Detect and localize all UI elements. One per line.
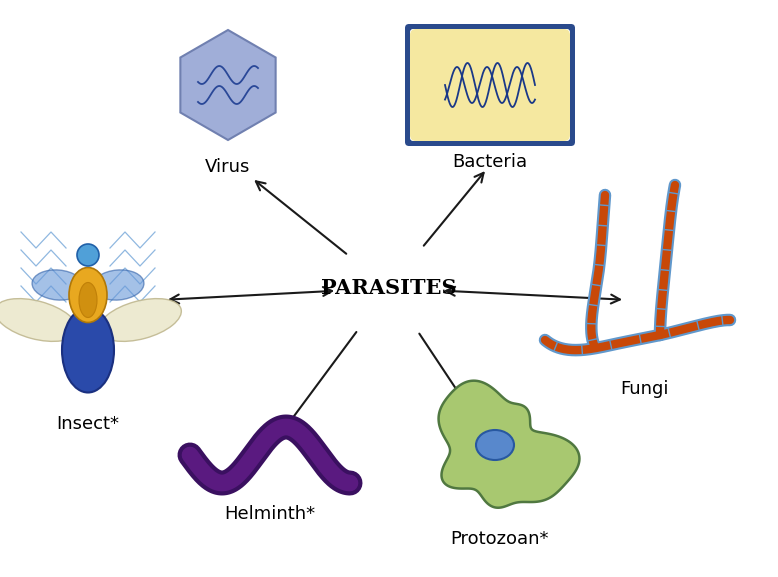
Polygon shape <box>180 30 275 140</box>
Ellipse shape <box>99 299 181 342</box>
Text: PARASITES: PARASITES <box>321 278 457 298</box>
Text: Virus: Virus <box>205 158 251 176</box>
Text: Insect*: Insect* <box>57 415 120 433</box>
Polygon shape <box>439 381 580 508</box>
FancyBboxPatch shape <box>410 29 570 141</box>
Ellipse shape <box>79 283 97 317</box>
Ellipse shape <box>69 268 107 323</box>
Text: Protozoan*: Protozoan* <box>450 530 549 548</box>
FancyBboxPatch shape <box>410 29 570 141</box>
FancyBboxPatch shape <box>405 24 575 146</box>
Ellipse shape <box>77 244 99 266</box>
Ellipse shape <box>32 270 84 300</box>
Text: Helminth*: Helminth* <box>224 505 316 523</box>
Ellipse shape <box>0 299 77 342</box>
Text: Bacteria: Bacteria <box>453 153 527 171</box>
Ellipse shape <box>476 430 514 460</box>
Ellipse shape <box>62 308 114 392</box>
Ellipse shape <box>92 270 144 300</box>
Text: Fungi: Fungi <box>621 380 669 398</box>
